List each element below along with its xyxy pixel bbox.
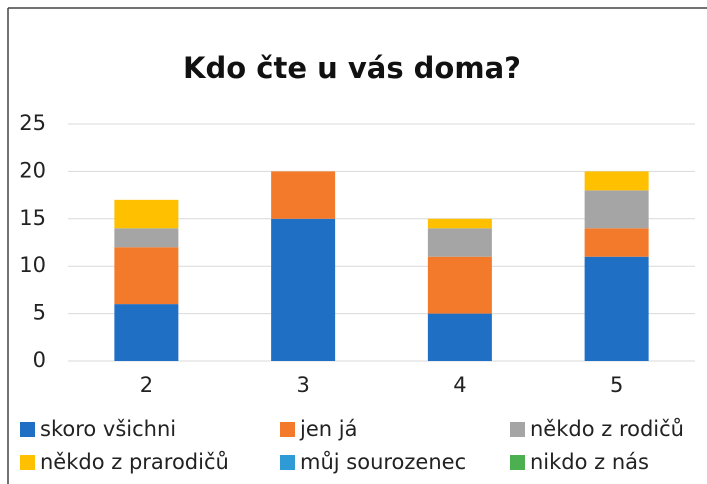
y-tick-label: 0 [33,348,46,372]
bar-segment [427,313,492,361]
legend-label: můj sourozenec [300,450,466,474]
bar-segment [427,228,492,257]
bar-segment [584,228,649,257]
bar-segment [114,247,179,305]
bar-segment [584,256,649,361]
x-tick-label: 3 [296,373,309,397]
legend-label: nikdo z nás [530,450,649,474]
legend-swatch [20,422,35,437]
y-tick-label: 5 [33,301,46,325]
bar-segment [584,190,649,229]
legend-label: jen já [299,417,357,441]
x-tick-label: 4 [453,373,466,397]
x-tick-label: 2 [140,373,153,397]
y-tick-label: 10 [19,253,46,277]
legend-swatch [20,455,35,470]
legend-swatch [280,455,295,470]
legend-swatch [280,422,295,437]
x-tick-label: 5 [610,373,623,397]
y-tick-label: 15 [19,206,46,230]
bar-segment [114,199,179,229]
y-tick-label: 20 [19,158,46,182]
bar-segment [114,228,179,248]
legend-swatch [510,455,525,470]
legend-label: někdo z prarodičů [40,450,229,474]
bar-segment [271,171,336,219]
bar-segment [584,171,649,191]
y-tick-label: 25 [19,111,46,135]
chart-title: Kdo čte u vás doma? [183,51,521,85]
legend-swatch [510,422,525,437]
bar-segment [427,256,492,314]
legend-label: skoro všichni [40,417,176,441]
bar-segment [427,218,492,229]
bar-segment [114,304,179,361]
legend-label: někdo z rodičů [530,417,684,441]
bar-segment [271,218,336,361]
